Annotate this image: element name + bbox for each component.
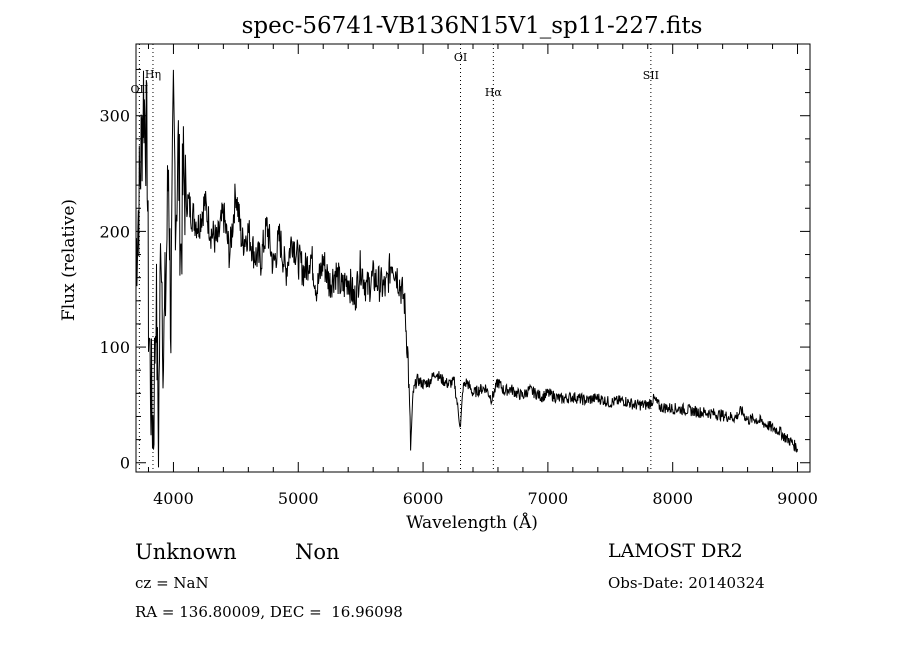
chart-title: spec-56741-VB136N15V1_sp11-227.fits	[242, 13, 703, 39]
y-tick-label: 200	[99, 222, 130, 241]
class-label: Unknown	[135, 540, 237, 564]
subclass-label: Non	[295, 540, 340, 564]
obs-date-label: Obs-Date: 20140324	[608, 574, 765, 592]
flux-series-line	[135, 69, 798, 468]
survey-label: LAMOST DR2	[608, 540, 743, 562]
line-label-h: Hα	[485, 86, 503, 99]
x-tick-label: 6000	[403, 489, 444, 508]
x-tick-label: 4000	[153, 489, 194, 508]
y-axis-label: Flux (relative)	[59, 199, 79, 321]
radec-label: RA = 136.80009, DEC = 16.96098	[135, 603, 403, 621]
y-tick-label: 0	[120, 454, 130, 473]
line-label-sii: SII	[643, 69, 659, 82]
line-label-h: Hη	[145, 68, 161, 81]
y-tick-label: 100	[99, 338, 130, 357]
x-tick-label: 8000	[652, 489, 693, 508]
cz-label: cz = NaN	[135, 574, 209, 592]
plot-frame	[135, 43, 811, 473]
line-label-oi: OI	[454, 51, 467, 64]
x-axis-label: Wavelength (Å)	[406, 512, 538, 533]
line-label-oii: OII	[131, 83, 149, 96]
y-tick-label: 300	[99, 107, 130, 126]
x-tick-label: 5000	[278, 489, 319, 508]
x-tick-label: 9000	[777, 489, 818, 508]
x-tick-label: 7000	[528, 489, 569, 508]
